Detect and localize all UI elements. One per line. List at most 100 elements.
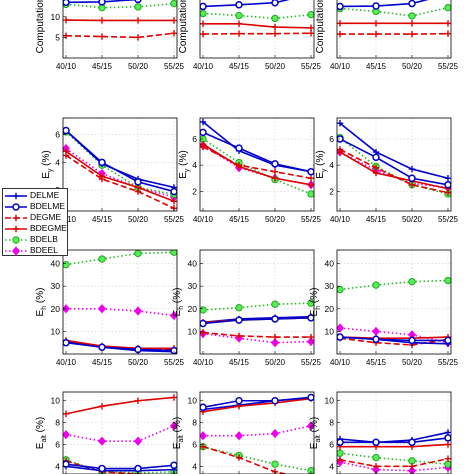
point-bdelb	[271, 14, 279, 23]
point-bdelb	[271, 300, 279, 308]
y-tick-label: 4	[329, 160, 334, 170]
point-bdeel	[133, 436, 143, 446]
series-line-degme	[202, 445, 290, 474]
series-line-bdelb	[65, 251, 175, 266]
gridlines	[337, 118, 451, 211]
y-axis-label: Computation	[315, 0, 326, 53]
point-bdelme	[170, 461, 177, 470]
y-label-subscript: y	[184, 168, 191, 172]
x-tick-label: 55/25	[301, 62, 322, 71]
legend-label: DELME	[30, 190, 60, 200]
axes-box	[62, 117, 178, 212]
gridlines	[202, 0, 312, 58]
point-bdelb	[372, 453, 380, 462]
x-tick-label: 40/10	[330, 62, 351, 71]
y-tick-label: 6	[55, 439, 60, 449]
y-tick-label: 4	[55, 157, 60, 167]
axes-box	[199, 249, 315, 355]
series-line-bdelb	[202, 12, 312, 20]
point-bdelb	[444, 3, 451, 12]
gridlines	[200, 118, 314, 211]
point-bdelb	[408, 12, 416, 20]
legend-swatch	[5, 236, 27, 244]
x-tick-label: 50/20	[265, 358, 286, 367]
legend-swatch	[5, 225, 27, 233]
series-group	[337, 0, 451, 38]
point-bdelme	[408, 0, 416, 8]
series-group	[337, 429, 451, 474]
axes-box	[336, 391, 452, 474]
point-bdelme	[134, 0, 142, 4]
series-group	[337, 276, 451, 349]
x-tick-label: 45/15	[92, 215, 113, 224]
y-tick-label: 4	[192, 461, 197, 471]
point-bdeel	[306, 421, 314, 431]
legend-swatch	[5, 214, 27, 222]
point-bdelme	[337, 333, 344, 341]
y-tick-label: 6	[192, 134, 197, 144]
y-label-unit: (%)	[35, 288, 46, 306]
point-bdelme	[372, 2, 380, 10]
series-line-bdegme	[65, 396, 175, 415]
point-bdelb	[134, 250, 142, 258]
y-tick-label: 4	[192, 160, 197, 170]
y-label-subscript: alt	[178, 435, 185, 442]
axes-box	[62, 0, 178, 59]
x-tick-label: 40/10	[330, 215, 351, 224]
y-tick-label: 10	[325, 326, 335, 336]
series-line-bdelb	[339, 6, 449, 17]
point-bdelb	[98, 255, 106, 263]
point-bdelme	[271, 0, 279, 7]
series-line-bdelb	[339, 137, 449, 195]
chart-panel-9: 40/10 45/15 50/20 55/25 10 20 30 40 Eh (%)	[309, 249, 459, 367]
point-bdeel	[169, 310, 177, 321]
series-group	[200, 393, 314, 474]
point-bdelme	[408, 174, 416, 183]
x-tick-label: 45/15	[229, 215, 250, 224]
point-bdeel	[97, 436, 107, 446]
series-line-delme	[339, 431, 449, 444]
point-bdeel	[371, 326, 381, 336]
x-tick-label: 55/25	[301, 358, 322, 367]
point-bdelb	[235, 303, 243, 312]
legend-swatch	[5, 246, 27, 256]
gridlines	[63, 392, 177, 474]
y-tick-label: 10	[51, 396, 61, 406]
y-label-main: Computation	[315, 0, 326, 53]
y-label-unit: (%)	[41, 150, 52, 168]
legend-entry-bdegme: BDEGME	[3, 223, 67, 234]
y-axis-label: Ealt (%)	[35, 417, 48, 449]
legend-marker	[12, 203, 20, 211]
y-tick-label: 10	[325, 396, 335, 406]
series-line-bdegme	[202, 143, 312, 186]
x-tick-label: 45/15	[92, 358, 113, 367]
series-line-bdelme	[202, 131, 312, 173]
series-line-delme	[339, 122, 449, 180]
series-line-degme	[65, 32, 175, 39]
point-bdelme	[372, 438, 380, 447]
point-bdeel	[270, 428, 280, 439]
x-tick-label: 55/25	[164, 215, 185, 224]
y-label-main: E	[315, 172, 326, 179]
legend-swatch	[5, 192, 27, 200]
x-tick-label: 50/20	[128, 358, 149, 367]
point-bdelme	[63, 126, 70, 135]
series-line-bdegme	[203, 22, 312, 29]
point-bdelb	[444, 460, 451, 468]
series-line-delme	[65, 129, 175, 189]
point-bdelb	[372, 281, 380, 289]
series-group	[63, 126, 177, 211]
series-line-bdeel	[65, 425, 175, 443]
point-bdelme	[134, 178, 142, 186]
series-line-bdelme	[340, 437, 449, 444]
y-label-subscript: h	[178, 306, 185, 310]
y-tick-label: 40	[188, 259, 198, 269]
y-label-unit: (%)	[172, 288, 183, 306]
point-bdelme	[134, 464, 142, 473]
point-bdelme	[63, 0, 70, 7]
point-bdelme	[271, 160, 279, 168]
y-tick-label: 2	[329, 186, 334, 196]
legend: DELME BDELME DEGME BDEGME BDELB BDEEL	[2, 188, 68, 256]
